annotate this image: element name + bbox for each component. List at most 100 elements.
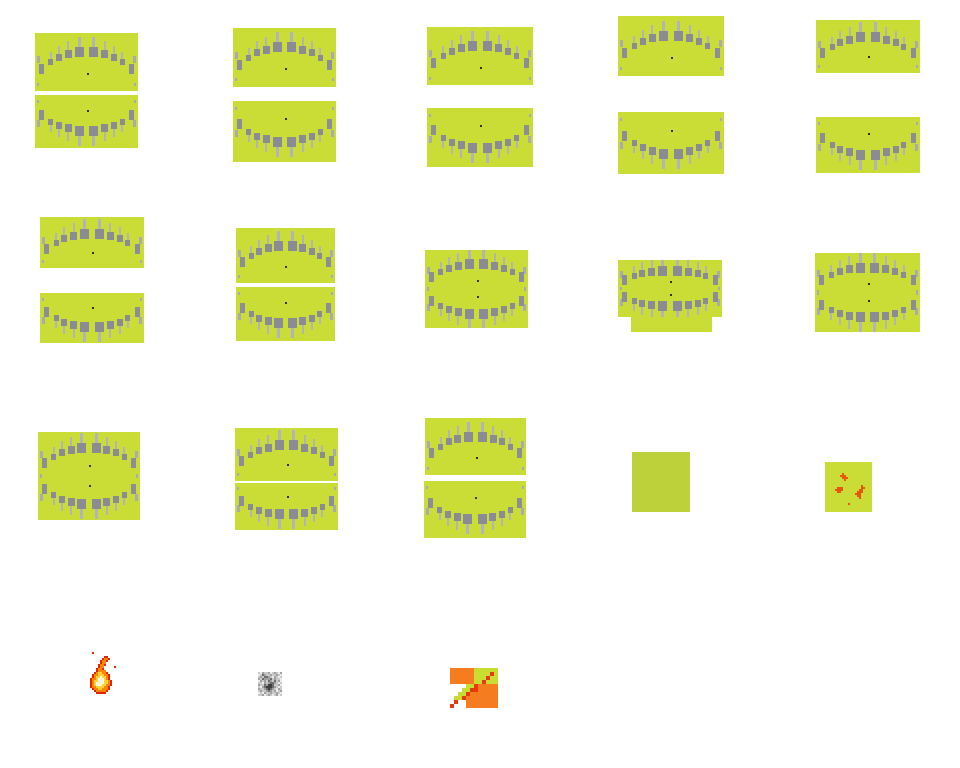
- pixel: [96, 676, 98, 678]
- tooth: [509, 268, 515, 275]
- tooth-root: [303, 434, 306, 444]
- pixel: [276, 692, 278, 694]
- tooth: [319, 503, 325, 510]
- tooth-root: [290, 328, 294, 339]
- tooth: [110, 53, 117, 61]
- upper-scan-tile: [427, 27, 533, 85]
- pixel: [278, 676, 280, 678]
- tooth-root: [94, 508, 98, 519]
- tooth-root: [301, 36, 304, 46]
- tooth: [56, 122, 63, 130]
- molar-blob: [427, 497, 433, 508]
- molar-blob: [621, 274, 627, 285]
- pixel: [486, 688, 490, 692]
- pixel: [110, 680, 112, 682]
- pixel: [96, 682, 98, 684]
- pixel: [276, 690, 278, 692]
- tooth: [254, 132, 261, 140]
- tooth-root: [894, 260, 897, 269]
- pixel: [264, 686, 266, 688]
- pixel: [100, 682, 102, 684]
- tooth-root: [688, 25, 691, 35]
- tooth-root: [258, 239, 261, 248]
- tooth: [70, 320, 78, 329]
- tooth-root: [838, 260, 841, 269]
- pixel: [450, 672, 454, 676]
- tooth: [89, 125, 99, 136]
- tooth-root: [507, 145, 510, 154]
- pixel: [98, 664, 100, 666]
- pixel: [270, 678, 272, 680]
- tooth-root: [460, 149, 463, 159]
- tooth: [482, 41, 492, 52]
- pixel: [274, 672, 276, 674]
- pixel: [276, 682, 278, 684]
- tooth-root: [848, 319, 851, 329]
- molar-blob: [718, 287, 721, 291]
- tooth: [648, 301, 656, 310]
- pixel: [859, 497, 861, 499]
- pixel: [272, 678, 274, 680]
- tooth-root: [310, 139, 313, 148]
- tooth-root: [633, 146, 636, 153]
- tooth: [648, 147, 656, 156]
- pixel: [278, 688, 280, 690]
- pixel: [454, 668, 458, 672]
- pixel: [266, 692, 268, 694]
- pixel: [466, 672, 470, 676]
- pixel: [100, 668, 102, 670]
- tooth-root: [466, 421, 470, 432]
- tooth: [119, 118, 125, 125]
- tooth: [287, 136, 297, 147]
- pixel: [486, 676, 490, 680]
- pixel: [268, 676, 270, 678]
- tooth-root: [704, 265, 707, 273]
- pixel: [98, 690, 100, 692]
- tooth-root: [267, 235, 270, 245]
- molar-blob: [129, 110, 135, 121]
- pixel: [280, 680, 282, 682]
- tooth: [829, 43, 835, 50]
- pixel: [102, 668, 104, 670]
- pixel: [450, 676, 454, 680]
- pixel: [104, 688, 106, 690]
- tooth-root: [858, 253, 862, 263]
- pixel: [280, 692, 282, 694]
- tooth-root: [77, 37, 81, 48]
- center-dot: [286, 464, 289, 467]
- center-dot: [476, 279, 479, 282]
- pixel: [266, 676, 268, 678]
- tooth-root: [641, 151, 644, 160]
- diagonal-tiles-icon: [450, 668, 498, 708]
- molar-blob: [236, 59, 242, 70]
- pixel: [94, 678, 96, 680]
- pixel: [454, 672, 458, 676]
- tooth-root: [448, 256, 451, 265]
- tooth-root: [859, 159, 863, 170]
- pixel: [270, 692, 272, 694]
- pixel: [94, 682, 96, 684]
- molar-blob: [818, 40, 822, 48]
- pixel: [264, 682, 266, 684]
- tooth-root: [70, 505, 73, 515]
- tooth-root: [515, 140, 518, 148]
- pixel: [486, 668, 490, 672]
- pixel: [274, 680, 276, 682]
- pixel: [276, 678, 278, 680]
- tooth: [837, 38, 844, 46]
- tooth: [631, 272, 637, 279]
- tooth: [58, 449, 65, 457]
- pixel: [278, 686, 280, 688]
- tooth-root: [310, 41, 313, 50]
- pixel: [274, 678, 276, 680]
- pixel: [474, 692, 478, 696]
- molar-blob: [239, 302, 245, 313]
- lower-scan-tile: [424, 481, 526, 538]
- molar-blob: [520, 440, 524, 448]
- center-dot: [92, 307, 95, 309]
- tooth: [308, 247, 315, 255]
- pixel: [272, 674, 274, 676]
- pixel: [454, 696, 458, 700]
- pixel: [94, 686, 96, 688]
- tooth: [248, 311, 254, 317]
